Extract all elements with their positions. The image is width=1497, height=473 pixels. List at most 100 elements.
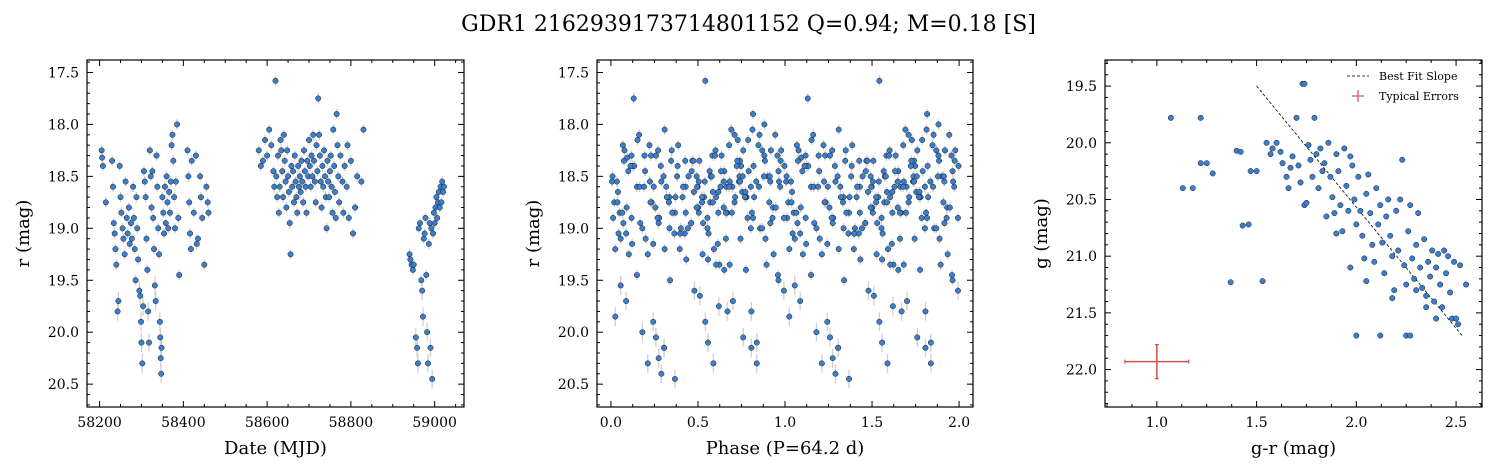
- data-point: [955, 163, 962, 169]
- data-point: [816, 168, 823, 175]
- data-point: [929, 142, 936, 149]
- data-point: [750, 214, 756, 221]
- data-point: [345, 214, 352, 221]
- data-point: [1369, 241, 1376, 248]
- data-point: [424, 329, 431, 336]
- data-point: [702, 77, 709, 84]
- data-point: [642, 168, 649, 175]
- data-point: [731, 199, 738, 206]
- data-point: [886, 152, 893, 159]
- data-point: [301, 147, 307, 154]
- data-point: [894, 204, 901, 211]
- data-point: [824, 240, 831, 247]
- data-point: [634, 137, 641, 143]
- data-point: [610, 214, 617, 221]
- data-point: [927, 360, 934, 367]
- data-point: [885, 246, 891, 253]
- data-point: [891, 183, 898, 190]
- y-tick-label: 19.0: [558, 221, 589, 237]
- data-point: [1279, 160, 1286, 167]
- data-point: [749, 126, 756, 133]
- data-point: [1401, 262, 1408, 269]
- data-point: [740, 147, 747, 154]
- data-point: [1413, 287, 1420, 294]
- data-point: [828, 214, 835, 221]
- data-point: [285, 173, 292, 180]
- data-point: [683, 256, 690, 263]
- data-point: [644, 251, 651, 258]
- data-point: [804, 95, 811, 102]
- data-point: [886, 147, 893, 154]
- data-point: [753, 360, 760, 367]
- data-point: [295, 163, 302, 169]
- data-point: [794, 220, 801, 227]
- data-point: [204, 199, 211, 206]
- data-point: [163, 173, 170, 180]
- data-point: [940, 173, 947, 180]
- data-point: [615, 230, 622, 237]
- data-point: [883, 199, 890, 206]
- data-point: [905, 131, 912, 138]
- data-point: [923, 126, 930, 133]
- data-point: [914, 334, 921, 341]
- data-point: [905, 199, 912, 206]
- data-point: [197, 173, 204, 180]
- data-point: [941, 220, 948, 227]
- data-point: [340, 209, 347, 216]
- data-point: [420, 235, 427, 242]
- data-point: [950, 178, 957, 185]
- data-point: [313, 142, 320, 149]
- data-point: [789, 188, 795, 195]
- data-point: [1347, 264, 1354, 271]
- data-point: [156, 251, 162, 258]
- data-point: [693, 204, 700, 211]
- data-point: [862, 168, 869, 175]
- data-point: [627, 163, 634, 169]
- data-point: [1351, 196, 1358, 203]
- data-point: [623, 204, 630, 211]
- data-point: [829, 220, 836, 227]
- data-point: [715, 303, 722, 310]
- data-point: [434, 214, 441, 221]
- data-point: [306, 163, 313, 169]
- data-point: [647, 199, 654, 206]
- panel-2: 0.0 0.5 1.0 1.5 2.0 17.5 18.0 18.5 19.0 19.5 20.0 2…: [523, 59, 974, 459]
- data-point: [205, 209, 212, 216]
- y-tick-label: 18.5: [558, 169, 589, 185]
- data-point: [155, 225, 162, 232]
- legend: Best Fit Slope Typical Errors: [1347, 70, 1459, 103]
- data-point: [125, 204, 132, 211]
- data-point: [303, 209, 310, 216]
- data-point: [623, 298, 630, 304]
- data-point: [1463, 281, 1469, 288]
- axes-frame: [86, 59, 465, 408]
- data-point: [139, 360, 146, 367]
- axes-frame: [596, 59, 974, 408]
- data-point: [677, 230, 684, 237]
- data-point: [259, 157, 266, 164]
- data-point: [628, 152, 635, 159]
- data-point: [1451, 258, 1458, 265]
- data-point: [810, 131, 817, 138]
- y-tick-label: 22.0: [1066, 363, 1097, 379]
- data-point: [110, 183, 116, 190]
- data-point: [813, 225, 820, 232]
- data-point: [120, 235, 127, 242]
- data-point: [821, 178, 827, 185]
- y-axis-label: r (mag): [13, 200, 34, 268]
- data-point: [280, 194, 286, 201]
- data-point: [711, 246, 717, 253]
- data-point: [832, 178, 839, 185]
- data-point: [1367, 210, 1374, 217]
- data-point: [668, 147, 675, 154]
- data-point: [672, 194, 679, 201]
- data-point: [1439, 304, 1446, 311]
- data-point: [620, 220, 627, 227]
- data-point: [837, 183, 844, 190]
- data-point: [307, 183, 314, 190]
- y-axis-label: g (mag): [1031, 198, 1052, 269]
- data-point: [848, 163, 855, 169]
- data-point: [133, 194, 140, 201]
- data-point: [935, 152, 942, 159]
- data-point: [879, 256, 886, 263]
